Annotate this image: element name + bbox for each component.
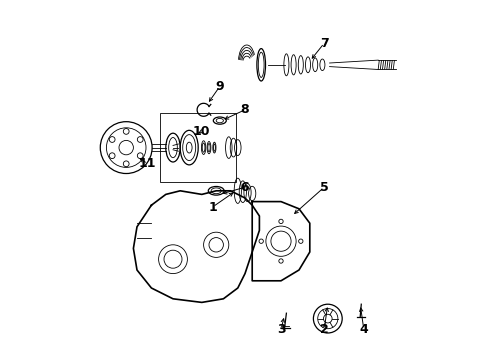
Text: 10: 10 [193, 125, 211, 138]
Bar [160, 113, 236, 182]
Text: 2: 2 [320, 323, 329, 336]
Text: 9: 9 [216, 80, 224, 93]
Text: 5: 5 [320, 181, 329, 194]
Text: 6: 6 [241, 181, 249, 194]
Text: 11: 11 [139, 157, 156, 170]
Text: 7: 7 [320, 37, 329, 50]
Text: 4: 4 [360, 323, 368, 336]
Text: 3: 3 [277, 323, 285, 336]
Text: 1: 1 [208, 201, 217, 213]
Text: 8: 8 [241, 103, 249, 116]
